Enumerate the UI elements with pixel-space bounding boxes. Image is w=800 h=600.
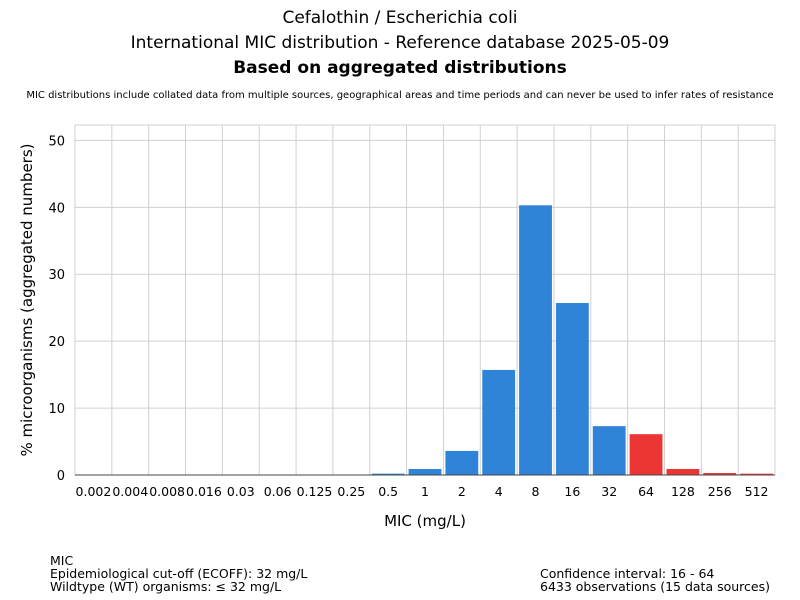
x-tick-label: 8 [532, 484, 540, 499]
x-tick-label: 0.03 [227, 484, 255, 499]
footer-mic: MIC [50, 553, 74, 568]
footer-left: MIC Epidemiological cut-off (ECOFF): 32 … [50, 554, 307, 593]
footer-obs: 6433 observations (15 data sources) [540, 579, 770, 594]
x-tick-label: 0.002 [76, 484, 112, 499]
bar-64 [629, 434, 663, 475]
bar-2 [445, 450, 479, 475]
y-tick-label: 50 [48, 134, 65, 149]
x-tick-label: 128 [671, 484, 695, 499]
chart-title: Cefalothin / Escherichia coli [282, 8, 518, 28]
x-tick-label: 0.06 [264, 484, 292, 499]
y-tick-label: 10 [48, 402, 65, 417]
chart-note: MIC distributions include collated data … [26, 90, 774, 101]
bar-512 [740, 473, 773, 475]
x-tick-label: 1 [421, 484, 429, 499]
bar-256 [703, 472, 737, 475]
x-tick-label: 0.016 [186, 484, 222, 499]
x-tick-label: 64 [638, 484, 654, 499]
x-tick-label: 2 [458, 484, 466, 499]
x-tick-label: 512 [745, 484, 769, 499]
x-tick-label: 16 [564, 484, 580, 499]
footer-wt: Wildtype (WT) organisms: ≤ 32 mg/L [50, 579, 282, 594]
footer-ci: Confidence interval: 16 - 64 [540, 566, 715, 581]
y-axis-label: % microorganisms (aggregated numbers) [18, 143, 36, 456]
bar-4 [482, 369, 516, 475]
x-tick-label: 0.008 [149, 484, 185, 499]
bar-128 [666, 468, 700, 475]
bar-8 [519, 205, 552, 476]
x-tick-label: 32 [601, 484, 617, 499]
x-tick-label: 0.125 [297, 484, 333, 499]
y-tick-label: 40 [48, 201, 65, 216]
footer-ecoff: Epidemiological cut-off (ECOFF): 32 mg/L [50, 566, 308, 581]
bar-16 [555, 303, 589, 475]
x-tick-label: 0.004 [112, 484, 148, 499]
plot-border [74, 124, 776, 476]
y-tick-label: 30 [48, 268, 65, 283]
y-tick-label: 0 [57, 469, 65, 484]
footer-right: Confidence interval: 16 - 64 6433 observ… [540, 567, 770, 593]
x-tick-label: 0.25 [337, 484, 365, 499]
x-tick-label: 256 [708, 484, 732, 499]
chart-subtitle: International MIC distribution - Referen… [130, 33, 670, 53]
x-tick-label: 4 [495, 484, 503, 499]
x-axis-label: MIC (mg/L) [384, 512, 466, 530]
x-tick-label: 0.5 [378, 484, 398, 499]
bar-1 [408, 468, 442, 475]
bar-32 [592, 426, 626, 475]
chart-subtitle-bold: Based on aggregated distributions [233, 58, 567, 78]
bar-0.5 [371, 473, 405, 475]
y-tick-label: 20 [48, 335, 65, 350]
